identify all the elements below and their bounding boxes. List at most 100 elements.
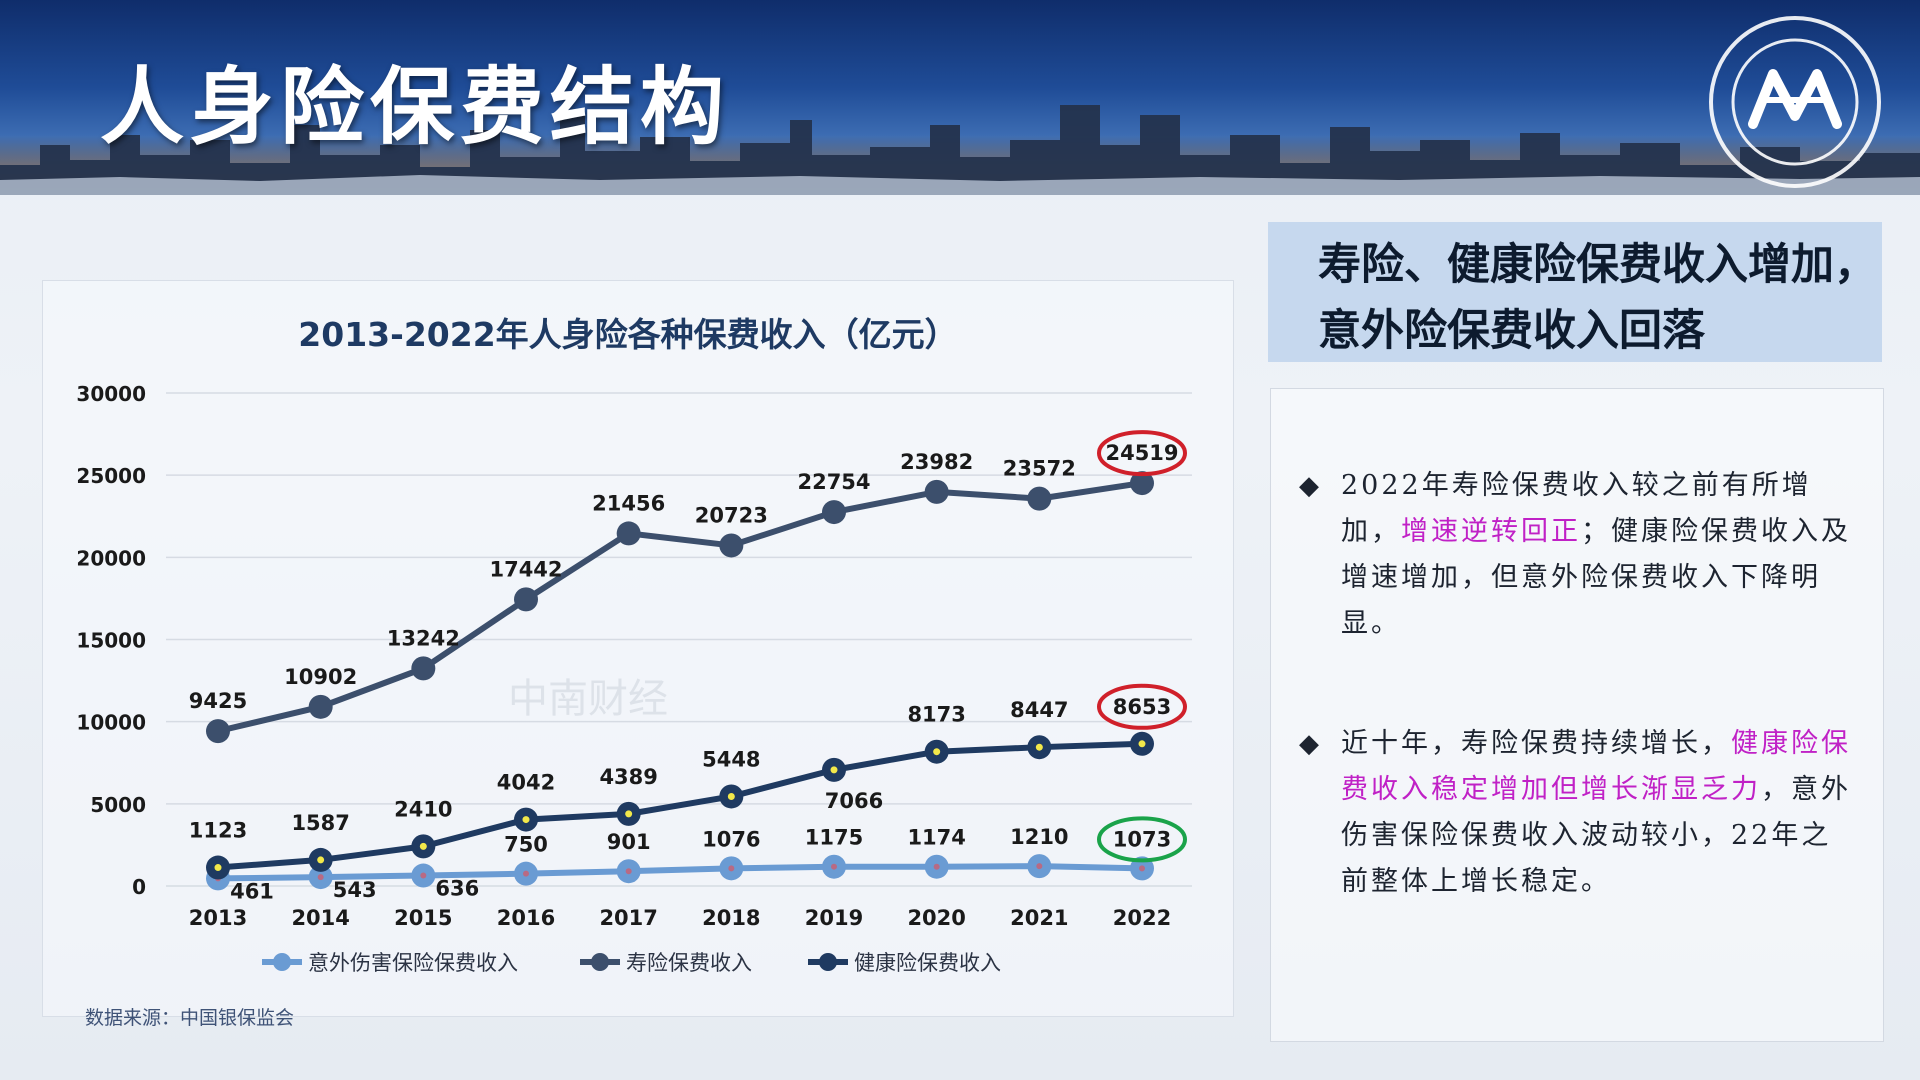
data-label: 901	[607, 830, 651, 854]
data-point-dot	[420, 872, 427, 879]
header-banner: 人身险保费结构	[0, 0, 1920, 195]
data-point	[514, 587, 538, 612]
data-point-dot	[1035, 743, 1043, 751]
data-point-dot	[1139, 865, 1145, 872]
data-point-dot	[728, 865, 735, 872]
legend-label: 寿险保费收入	[626, 951, 752, 975]
data-point-dot	[727, 792, 735, 800]
chart-title: 2013-2022年人身险各种保费收入（亿元）	[298, 315, 957, 354]
data-point-dot	[317, 874, 324, 881]
data-label: 2410	[394, 797, 452, 821]
data-label: 461	[230, 879, 274, 903]
bullet-point-2: ◆ 近十年，寿险保费持续增长，健康险保费收入稳定增加但增长渐显乏力，意外伤害保险…	[1299, 721, 1859, 905]
data-label: 20723	[695, 503, 768, 527]
data-label: 23982	[900, 450, 973, 474]
series-line-0	[217, 863, 1143, 882]
watermark-text: 中南财经	[508, 676, 668, 722]
chart-panel	[42, 280, 1234, 1017]
data-label: 7066	[825, 789, 883, 813]
logo-seal-icon	[1709, 16, 1881, 188]
y-tick-label: 0	[132, 875, 146, 899]
data-label: 13242	[387, 626, 460, 650]
bullet-text: ，意外伤害保险保费收入波动较小，22年之前整体上增长稳定。	[1341, 774, 1851, 897]
data-label: 23572	[1003, 457, 1076, 481]
data-point-dot	[831, 863, 837, 870]
data-source-note: 数据来源：中国银保监会	[85, 1007, 295, 1029]
y-tick-label: 5000	[90, 793, 146, 817]
bullet-point-1: ◆ 2022年寿险保费收入较之前有所增加，增速逆转回正；健康险保费收入及增速增加…	[1299, 463, 1859, 647]
bullet-text: 近十年，寿险保费持续增长，	[1341, 728, 1731, 759]
data-label: 8447	[1010, 698, 1068, 722]
headline-text: 寿险、健康险保费收入增加，意外险保费收入回落	[1318, 240, 1877, 356]
data-label: 22754	[797, 470, 870, 494]
data-label: 24519	[1105, 441, 1178, 465]
data-point-dot	[1036, 863, 1043, 870]
diamond-bullet-icon: ◆	[1299, 729, 1322, 759]
data-label: 8173	[907, 703, 965, 727]
x-tick-label: 2016	[497, 906, 555, 930]
data-point	[924, 479, 949, 504]
legend-marker	[591, 953, 609, 971]
data-label: 10902	[284, 665, 357, 689]
data-label: 5448	[702, 747, 760, 771]
data-point-dot	[523, 870, 529, 877]
legend-marker	[819, 953, 837, 971]
x-tick-label: 2017	[599, 906, 657, 930]
x-tick-label: 2019	[805, 906, 863, 930]
x-tick-label: 2018	[702, 906, 760, 930]
x-tick-label: 2020	[907, 906, 965, 930]
data-point	[206, 719, 230, 744]
data-point	[616, 521, 641, 546]
x-tick-label: 2015	[394, 906, 452, 930]
diamond-bullet-icon: ◆	[1299, 471, 1322, 501]
highlight-circle	[1097, 683, 1187, 730]
x-tick-label: 2022	[1113, 906, 1171, 930]
x-tick-label: 2013	[189, 906, 247, 930]
data-point-dot	[522, 816, 530, 824]
legend-label: 意外伤害保险保费收入	[308, 951, 518, 975]
data-label: 8653	[1113, 695, 1171, 719]
data-label: 9425	[189, 689, 247, 713]
data-point	[411, 656, 436, 681]
data-point-dot	[625, 868, 632, 875]
data-label: 543	[333, 878, 377, 902]
highlight-circle	[1097, 816, 1187, 863]
city-skyline-image	[0, 105, 1920, 195]
x-tick-label: 2021	[1010, 906, 1068, 930]
data-label: 1174	[907, 826, 965, 850]
bullet-body: 近十年，寿险保费持续增长，健康险保费收入稳定增加但增长渐显乏力，意外伤害保险保费…	[1299, 721, 1859, 905]
data-point	[1027, 486, 1052, 511]
data-label: 750	[504, 833, 548, 857]
page-title: 人身险保费结构	[100, 58, 731, 156]
bullet-box: ◆ 2022年寿险保费收入较之前有所增加，增速逆转回正；健康险保费收入及增速增加…	[1270, 388, 1884, 1042]
data-label: 21456	[592, 491, 665, 515]
data-point-dot	[317, 856, 325, 864]
data-point	[822, 500, 846, 525]
data-label: 1175	[805, 826, 863, 850]
bullet-body: 2022年寿险保费收入较之前有所增加，增速逆转回正；健康险保费收入及增速增加，但…	[1299, 463, 1859, 647]
highlight-circle	[1097, 430, 1187, 477]
data-label: 636	[435, 877, 479, 901]
data-point-dot	[1138, 740, 1146, 748]
data-label: 17442	[489, 557, 562, 581]
data-point-dot	[933, 863, 940, 870]
data-point-dot	[419, 842, 427, 850]
data-label: 1587	[291, 811, 349, 835]
y-tick-label: 25000	[76, 464, 146, 488]
data-point-dot	[933, 748, 941, 756]
data-label: 1076	[702, 827, 760, 851]
series-line-2	[217, 740, 1143, 871]
data-label: 1073	[1113, 827, 1171, 851]
bullet-text: ；健康险保费收入及增速增加，但意外险保费收入下降明显。	[1341, 516, 1851, 639]
y-tick-label: 15000	[76, 629, 146, 653]
data-label: 1210	[1010, 825, 1068, 849]
data-point-dot	[214, 864, 222, 872]
data-point	[308, 694, 333, 719]
y-tick-label: 20000	[76, 546, 146, 570]
highlighted-text: 健康险保费收入稳定增加但增长渐显乏力	[1341, 728, 1851, 805]
data-point-dot	[830, 766, 838, 774]
highlighted-text: 增速逆转回正	[1401, 516, 1581, 547]
data-label: 4389	[599, 765, 657, 789]
y-tick-label: 30000	[76, 382, 146, 406]
